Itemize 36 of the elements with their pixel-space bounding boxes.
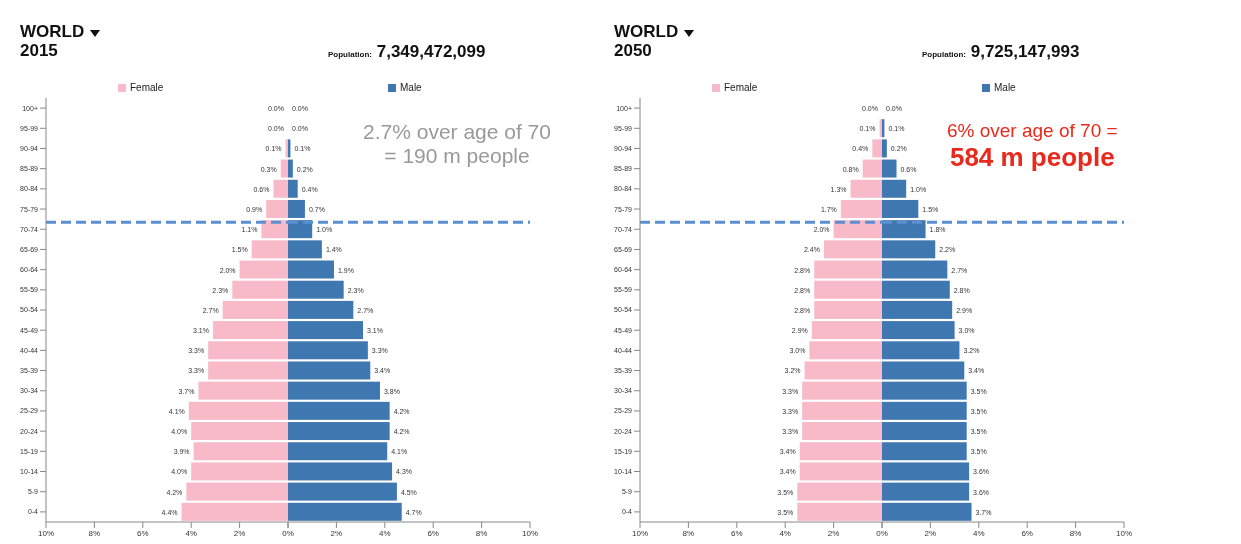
text: Population: 7,349,472,099 xyxy=(328,42,486,61)
x-tick-label: 4% xyxy=(973,528,985,538)
x-tick-label: 0% xyxy=(282,528,294,538)
annotation: 584 m people xyxy=(948,142,1116,173)
legend-label: Female xyxy=(129,82,164,93)
x-tick-label: 8% xyxy=(1069,528,1082,538)
annotation: = 190 m people xyxy=(383,144,531,168)
annotation: 6% over age of 70 = xyxy=(947,120,1118,142)
x-tick-label: 10% xyxy=(1115,528,1133,538)
x-tick-label: 8% xyxy=(475,528,488,538)
legend-label: Female xyxy=(723,82,758,93)
x-tick-label: 6% xyxy=(137,528,149,538)
legend-label: Male xyxy=(993,82,1016,93)
x-tick-label: 4% xyxy=(379,528,391,538)
legend-label: Male xyxy=(399,82,422,93)
x-tick-label: 8% xyxy=(682,528,695,538)
x-tick-label: 10% xyxy=(631,528,649,538)
x-tick-label: 2% xyxy=(827,528,840,538)
x-tick-label: 8% xyxy=(88,528,101,538)
chart-title: WORLD xyxy=(614,22,679,41)
x-tick-label: 4% xyxy=(185,528,197,538)
chart-subtitle: 2050 xyxy=(614,41,653,60)
chart-title: WORLD xyxy=(20,22,85,41)
x-tick-label: 10% xyxy=(37,528,55,538)
x-tick-label: 2% xyxy=(233,528,246,538)
x-tick-label: 6% xyxy=(427,528,439,538)
annotation: 2.7% over age of 70 xyxy=(363,120,551,144)
text: Population: 9,725,147,993 xyxy=(922,42,1080,61)
chart-subtitle: 2015 xyxy=(20,41,59,60)
x-tick-label: 2% xyxy=(330,528,343,538)
x-tick-label: 6% xyxy=(1021,528,1033,538)
x-tick-label: 2% xyxy=(924,528,937,538)
x-tick-label: 4% xyxy=(779,528,791,538)
x-tick-label: 0% xyxy=(876,528,888,538)
x-tick-label: 10% xyxy=(521,528,539,538)
x-tick-label: 6% xyxy=(731,528,743,538)
